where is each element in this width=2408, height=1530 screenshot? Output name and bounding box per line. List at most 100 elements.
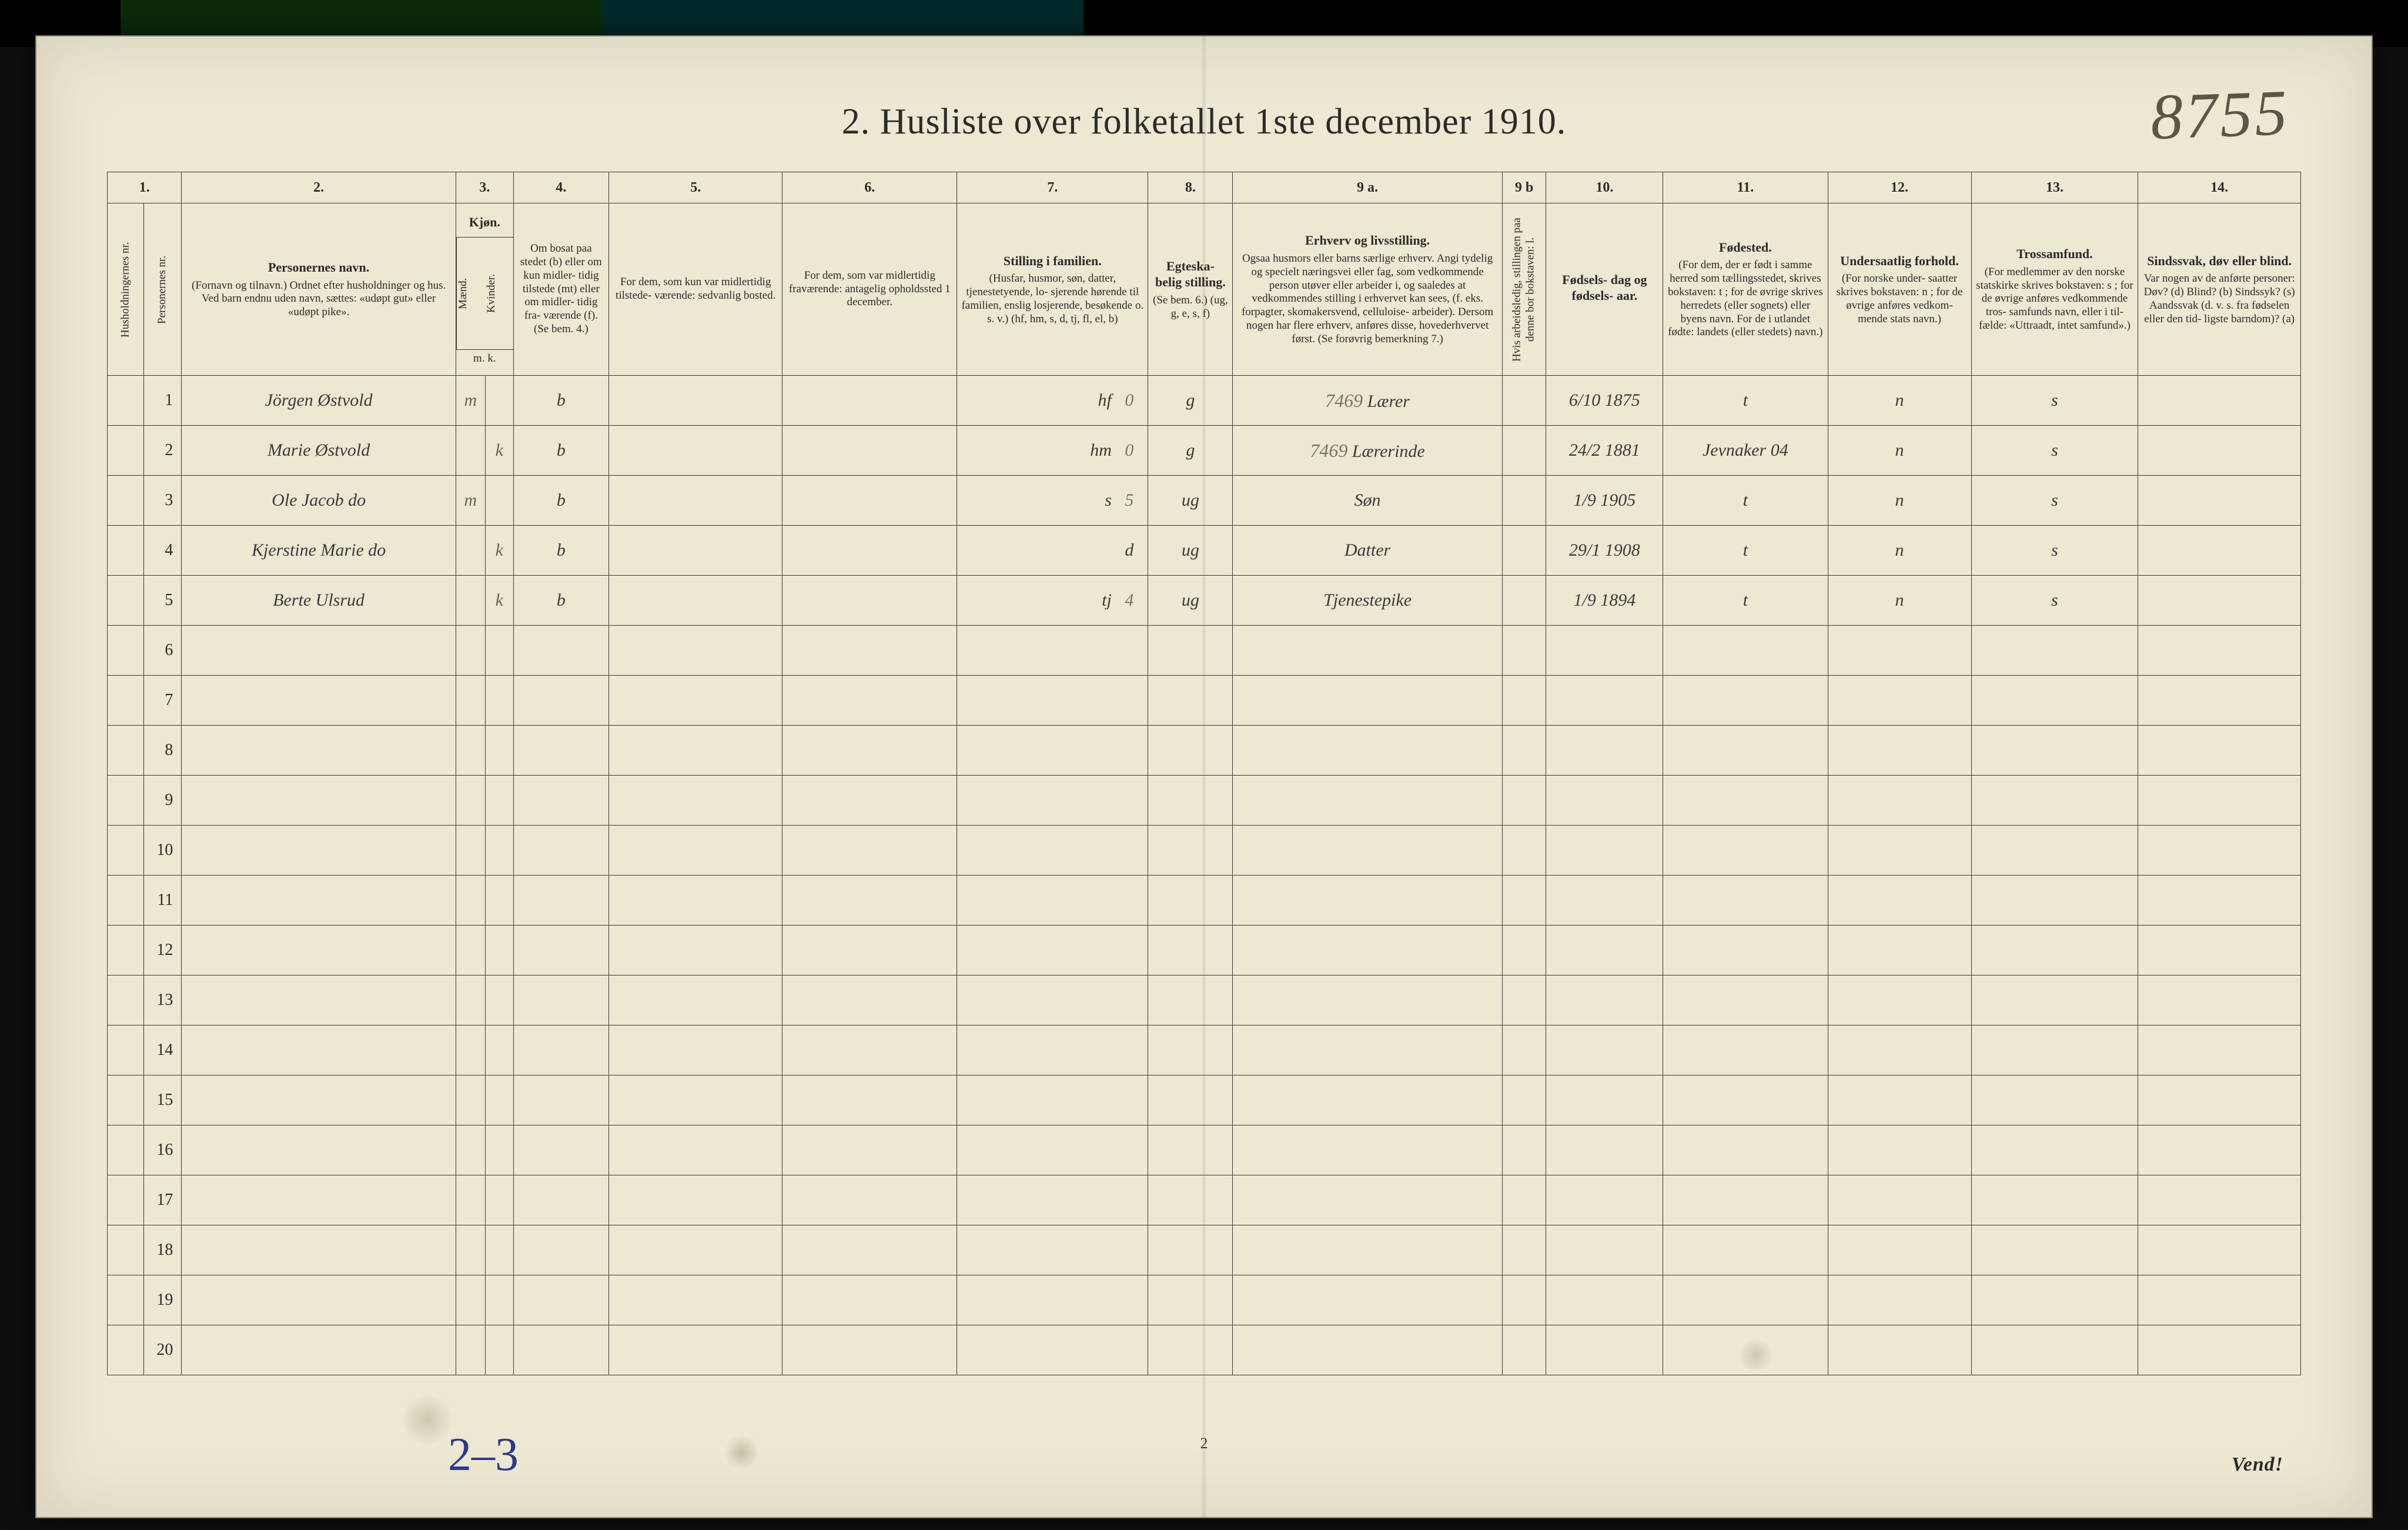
cell-empty [182, 1275, 456, 1325]
page-footer-number: 2 [1200, 1435, 1208, 1452]
head-9b: Hvis arbeidsledig, stillingen paa denne … [1502, 203, 1546, 376]
cell-person-no: 14 [143, 1025, 182, 1075]
table-row: 12 [108, 926, 2301, 976]
cell-empty [485, 1275, 513, 1325]
cell-empty [609, 1325, 782, 1375]
cell-hh [108, 1125, 144, 1175]
cell-c6 [782, 426, 957, 476]
cell-empty [1663, 876, 1828, 926]
cell-person-no: 13 [143, 976, 182, 1025]
cell-empty [2138, 976, 2301, 1025]
cell-empty [182, 1075, 456, 1125]
cell-empty [1148, 1325, 1233, 1375]
cell-empty [513, 1175, 608, 1225]
cell-family-pos: s 5 [957, 476, 1148, 526]
cell-empty [182, 776, 456, 826]
table-row: 1Jörgen Østvoldmbhf 0g7469 Lærer6/10 187… [108, 376, 2301, 426]
cell-residence: b [513, 576, 608, 626]
col-num-10: 10. [1546, 172, 1663, 203]
cell-empty [782, 626, 957, 676]
cell-empty [2138, 1025, 2301, 1075]
cell-empty [1233, 876, 1502, 926]
cell-empty [2138, 1325, 2301, 1375]
cell-empty [182, 1025, 456, 1075]
cell-empty [1233, 1075, 1502, 1125]
cell-empty [1233, 626, 1502, 676]
cell-empty [1663, 1225, 1828, 1275]
cell-nationality: n [1828, 376, 1971, 426]
cell-9b [1502, 476, 1546, 526]
cell-residence: b [513, 376, 608, 426]
cell-9b [1502, 376, 1546, 426]
table-row: 9 [108, 776, 2301, 826]
col-num-2: 2. [182, 172, 456, 203]
cell-empty [485, 1025, 513, 1075]
cell-nationality: n [1828, 576, 1971, 626]
cell-empty [1971, 626, 2138, 676]
cell-person-no: 2 [143, 426, 182, 476]
col-num-8: 8. [1148, 172, 1233, 203]
cell-empty [182, 926, 456, 976]
cell-empty [1502, 676, 1546, 726]
cell-c6 [782, 576, 957, 626]
cell-empty [1971, 1025, 2138, 1075]
cell-empty [1828, 826, 1971, 876]
cell-hh [108, 676, 144, 726]
cell-empty [485, 976, 513, 1025]
cell-empty [957, 776, 1148, 826]
col-num-11: 11. [1663, 172, 1828, 203]
cell-empty [2138, 826, 2301, 876]
cell-empty [2138, 1075, 2301, 1125]
cell-empty [456, 776, 485, 826]
cell-empty [456, 1075, 485, 1125]
cell-hh [108, 576, 144, 626]
cell-empty [1971, 926, 2138, 976]
cell-birthplace: t [1663, 576, 1828, 626]
cell-empty [957, 1125, 1148, 1175]
cell-empty [1148, 1075, 1233, 1125]
cell-empty [1233, 1325, 1502, 1375]
col-num-3: 3. [456, 172, 513, 203]
cell-c6 [782, 526, 957, 576]
cell-empty [1233, 1175, 1502, 1225]
cell-religion: s [1971, 476, 2138, 526]
cell-empty [1663, 726, 1828, 776]
cell-empty [513, 976, 608, 1025]
cell-empty [182, 1325, 456, 1375]
cell-empty [182, 1175, 456, 1225]
cell-empty [1148, 976, 1233, 1025]
cell-hh [108, 426, 144, 476]
cell-empty [182, 876, 456, 926]
cell-person-no: 12 [143, 926, 182, 976]
cell-empty [456, 1175, 485, 1225]
cell-empty [1148, 676, 1233, 726]
cell-family-pos: hf 0 [957, 376, 1148, 426]
cell-empty [609, 726, 782, 776]
cell-empty [1148, 1275, 1233, 1325]
cell-empty [1502, 626, 1546, 676]
cell-empty [1546, 1075, 1663, 1125]
cell-person-no: 6 [143, 626, 182, 676]
cell-empty [1502, 1175, 1546, 1225]
cell-empty [782, 1225, 957, 1275]
cell-name: Marie Østvold [182, 426, 456, 476]
col-num-6: 6. [782, 172, 957, 203]
cell-sex-m: m [456, 376, 485, 426]
table-row: 6 [108, 626, 2301, 676]
cell-empty [182, 826, 456, 876]
cell-birth: 29/1 1908 [1546, 526, 1663, 576]
cell-empty [1546, 976, 1663, 1025]
head-11: Fødested. (For dem, der er født i samme … [1663, 203, 1828, 376]
cell-empty [485, 876, 513, 926]
cell-empty [957, 1175, 1148, 1225]
cell-empty [1828, 1075, 1971, 1125]
cell-empty [1663, 1275, 1828, 1325]
paper-stain [401, 1394, 454, 1447]
cell-birthplace: t [1663, 526, 1828, 576]
cell-empty [1828, 926, 1971, 976]
cell-empty [957, 926, 1148, 976]
cell-person-no: 8 [143, 726, 182, 776]
cell-empty [957, 876, 1148, 926]
cell-person-no: 15 [143, 1075, 182, 1125]
cell-empty [513, 1225, 608, 1275]
